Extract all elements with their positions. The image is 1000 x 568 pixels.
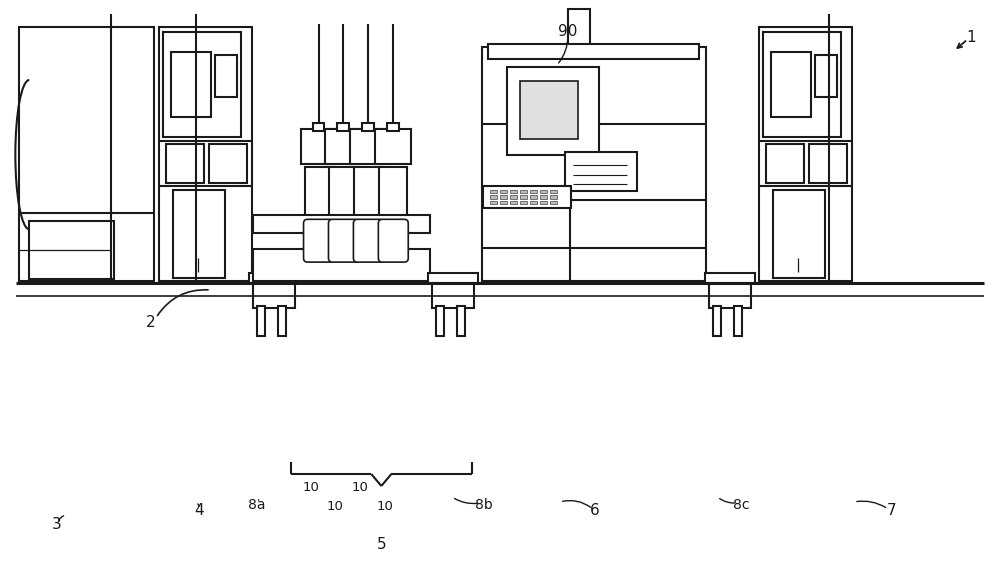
Bar — [482, 47, 706, 281]
Bar — [490, 190, 497, 194]
Bar — [159, 27, 252, 281]
Text: 10: 10 — [352, 481, 369, 494]
Text: 1: 1 — [966, 30, 976, 45]
Text: 7: 7 — [887, 503, 897, 519]
Bar — [166, 144, 204, 183]
Bar — [173, 190, 225, 278]
Bar — [766, 144, 804, 183]
Bar — [510, 190, 517, 194]
FancyBboxPatch shape — [304, 219, 333, 262]
Text: 90: 90 — [558, 24, 577, 39]
Bar — [301, 129, 336, 164]
Bar — [550, 201, 557, 204]
FancyBboxPatch shape — [353, 219, 383, 262]
Bar — [500, 190, 507, 194]
Bar — [530, 190, 537, 194]
Bar — [253, 215, 430, 233]
Bar — [490, 195, 497, 199]
Bar — [337, 123, 349, 131]
Bar — [457, 306, 465, 336]
Bar — [305, 166, 332, 226]
Bar — [325, 129, 361, 164]
Bar — [209, 144, 247, 183]
Bar — [713, 306, 721, 336]
Bar — [29, 222, 114, 279]
Text: 5: 5 — [377, 537, 386, 552]
Bar — [278, 306, 286, 336]
Bar — [490, 201, 497, 204]
Text: 8b: 8b — [475, 498, 493, 512]
Text: 8a: 8a — [248, 498, 265, 512]
Bar — [313, 123, 324, 131]
Bar — [734, 306, 742, 336]
Bar — [257, 306, 265, 336]
Bar — [540, 201, 547, 204]
Bar — [428, 273, 478, 283]
Bar — [705, 273, 755, 283]
Bar — [815, 55, 837, 97]
Bar — [763, 32, 841, 137]
Bar — [171, 52, 211, 117]
Bar — [483, 186, 571, 208]
Bar — [540, 190, 547, 194]
Text: 2: 2 — [146, 315, 156, 331]
Bar — [253, 249, 430, 281]
Text: 10: 10 — [302, 481, 319, 494]
Bar — [530, 195, 537, 199]
Bar — [387, 123, 399, 131]
Bar — [500, 195, 507, 199]
Bar — [520, 81, 578, 139]
Bar — [329, 166, 357, 226]
Bar — [771, 52, 811, 117]
Bar — [436, 306, 444, 336]
Text: 8c: 8c — [733, 498, 750, 512]
Bar — [568, 9, 590, 47]
Bar — [375, 129, 411, 164]
Bar — [565, 152, 637, 191]
Bar — [500, 201, 507, 204]
Bar — [520, 190, 527, 194]
Text: 3: 3 — [51, 517, 61, 532]
Bar — [432, 280, 474, 308]
Bar — [249, 273, 299, 283]
Bar — [19, 27, 154, 281]
Bar — [379, 166, 407, 226]
Bar — [773, 190, 825, 278]
Bar — [520, 201, 527, 204]
Bar — [350, 129, 386, 164]
Text: 6: 6 — [590, 503, 600, 519]
Text: 4: 4 — [194, 503, 204, 519]
Text: 10: 10 — [327, 500, 344, 513]
Bar — [488, 44, 699, 59]
Bar — [510, 201, 517, 204]
Bar — [550, 195, 557, 199]
Bar — [550, 190, 557, 194]
FancyBboxPatch shape — [328, 219, 358, 262]
Bar — [354, 166, 382, 226]
Bar — [163, 32, 241, 137]
Bar — [520, 195, 527, 199]
Bar — [759, 27, 852, 281]
Bar — [540, 195, 547, 199]
FancyBboxPatch shape — [378, 219, 408, 262]
Bar — [709, 280, 751, 308]
Bar — [510, 195, 517, 199]
Bar — [253, 280, 295, 308]
Bar — [507, 67, 599, 154]
Bar — [530, 201, 537, 204]
Bar — [215, 55, 237, 97]
Bar — [809, 144, 847, 183]
Text: 10: 10 — [377, 500, 394, 513]
Bar — [362, 123, 374, 131]
